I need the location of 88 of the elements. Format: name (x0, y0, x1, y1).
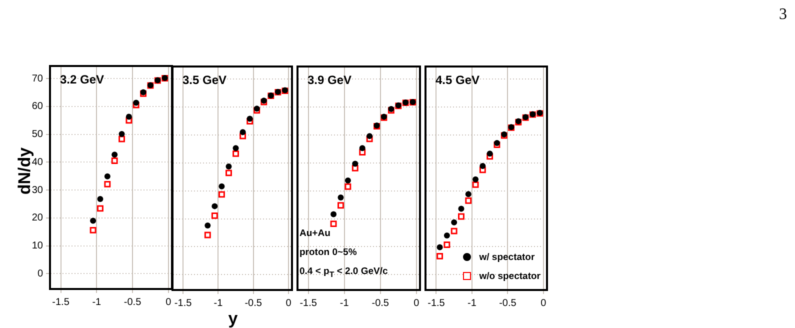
y-tick-label: 0 (37, 268, 44, 280)
point (464, 196, 472, 204)
point (232, 144, 238, 151)
point (464, 190, 471, 197)
point (232, 150, 238, 156)
point (239, 132, 246, 139)
point (225, 163, 232, 170)
point (366, 132, 372, 139)
x-tick-label: -0.5 (371, 297, 389, 308)
point (104, 173, 110, 180)
x-tick-label: -1.5 (52, 296, 70, 308)
point (97, 205, 104, 212)
x-tick-label: -0.5 (124, 296, 142, 308)
point (218, 190, 224, 198)
point (436, 244, 442, 250)
x-tick-label: -1 (92, 296, 102, 308)
x-tick-label: -0.5 (498, 297, 516, 308)
point (443, 232, 450, 238)
legend-label: w/o spectator (479, 270, 540, 284)
point (486, 152, 493, 160)
point (90, 218, 96, 224)
y-tick-label: 60 (32, 101, 44, 112)
point (337, 202, 344, 208)
point (104, 180, 111, 188)
point (111, 158, 118, 164)
x-tick-label: -1.5 (427, 297, 445, 308)
annotation: 0.4 < p$_{T}$ < 2.0 GeV/c (300, 264, 388, 280)
point (133, 100, 140, 106)
point (344, 182, 351, 190)
point (90, 226, 96, 234)
point (366, 135, 372, 142)
y-tick-label: 20 (32, 212, 44, 224)
x-tick-label: 0 (285, 297, 292, 308)
point (218, 182, 224, 189)
point (239, 128, 246, 135)
text: 4.5 GeV (435, 72, 480, 86)
point (450, 218, 457, 225)
point (486, 150, 492, 156)
point (472, 180, 478, 188)
point (330, 210, 336, 217)
point (118, 136, 125, 142)
point (126, 114, 132, 120)
point (450, 227, 457, 234)
point (211, 202, 218, 209)
y-tick-label: 30 (32, 184, 44, 196)
y-tick-label: 10 (32, 240, 44, 252)
text: 3 (779, 6, 787, 24)
x-tick-label: -0.5 (244, 297, 262, 308)
point (358, 144, 365, 151)
point (330, 220, 336, 227)
point (118, 131, 125, 138)
point (132, 102, 140, 108)
point (443, 241, 450, 248)
point (246, 115, 252, 122)
point (358, 148, 366, 155)
point (337, 194, 344, 200)
point (351, 164, 358, 171)
text: 3.5 GeV (182, 72, 226, 86)
y-tick-label: 70 (32, 73, 44, 84)
point (352, 160, 358, 166)
point (472, 176, 478, 182)
point (458, 212, 464, 220)
point (126, 117, 132, 124)
point (246, 118, 253, 124)
annotation: Au+Au (300, 226, 332, 241)
point (436, 252, 443, 259)
point (97, 196, 104, 202)
text: 3.2 GeV (60, 72, 104, 86)
x-tick-label: -1 (339, 297, 349, 308)
point (458, 205, 464, 212)
point (210, 212, 218, 218)
point (225, 169, 232, 176)
x-tick-label: -1 (467, 297, 476, 308)
y-tick-label: 50 (32, 129, 44, 140)
y-tick-label: 40 (32, 156, 44, 168)
annotation: proton 0~5% (300, 246, 358, 260)
x-tick-label: -1.5 (174, 297, 192, 308)
x-tick-label: 0 (413, 297, 420, 308)
text: 3.9 GeV (307, 72, 352, 86)
x-tick-label: 0 (166, 296, 172, 308)
legend-label: w/ spectator (479, 250, 535, 264)
point (478, 166, 486, 173)
x-tick-label: -1.5 (299, 297, 317, 308)
x-axis-title: y (227, 308, 239, 328)
point (204, 231, 210, 238)
x-tick-label: 0 (540, 297, 546, 308)
x-tick-label: -1 (213, 297, 223, 308)
point (112, 152, 118, 158)
